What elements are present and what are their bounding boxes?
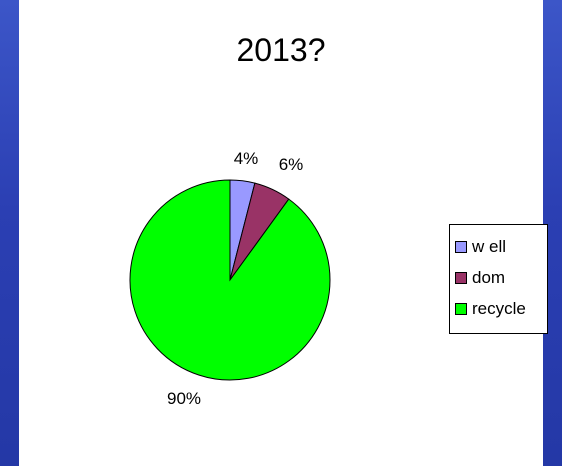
pie-label-dom: 6% [279,155,304,174]
legend-label-dom: dom [472,267,506,287]
chart-title: 2013? [236,32,326,68]
pie-label-recycle: 90% [167,389,201,408]
legend-item-well: w ell [455,231,547,262]
pie-chart: 4% 6% 90% [129,149,331,408]
legend-item-dom: dom [455,262,547,293]
chart-area: 2013? 4% 6% 90% w ell dom recycle [19,0,548,466]
legend-swatch-dom [455,271,467,284]
legend-label-recycle: recycle [472,298,526,318]
pie-slices [129,179,331,381]
pie-slice-recycle [129,179,331,381]
legend-swatch-recycle [455,302,467,315]
legend-label-well: w ell [472,236,507,256]
pie-label-well: 4% [234,149,259,168]
legend: w ell dom recycle [449,224,548,334]
pie-labels: 4% 6% 90% [167,149,303,408]
legend-swatch-well [455,240,467,253]
legend-item-recycle: recycle [455,293,547,324]
